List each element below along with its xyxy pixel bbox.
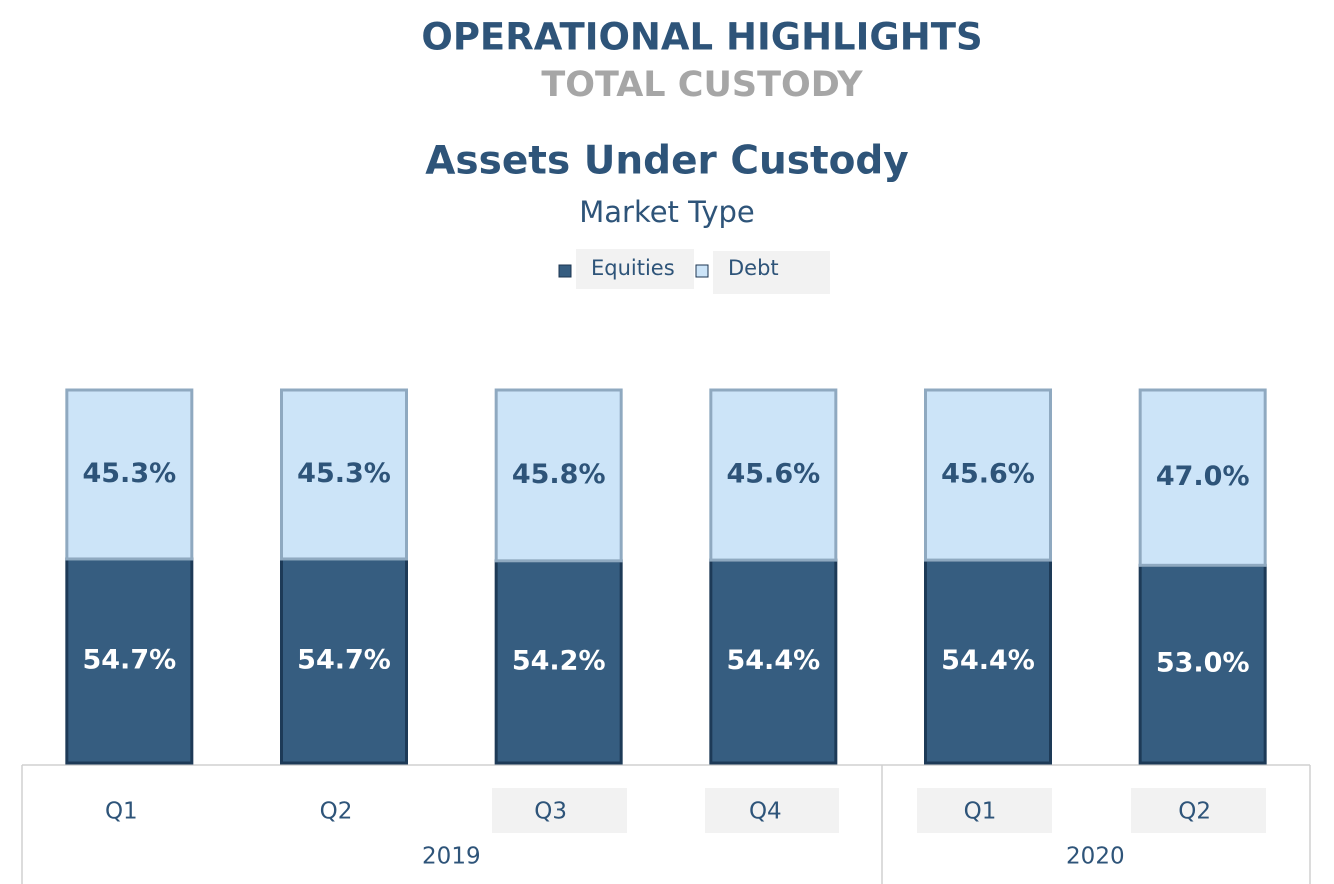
bar-segment (709, 558, 838, 765)
legend-label: Debt (728, 256, 779, 280)
x-tick-label: Q2 (320, 799, 353, 825)
value-label: 54.4% (941, 645, 1035, 676)
x-tick-label: Q4 (749, 799, 782, 825)
x-tick-label: Q3 (534, 799, 567, 825)
tick-box (705, 788, 839, 833)
value-label: 53.0% (1156, 648, 1250, 679)
bar-segment (1138, 563, 1267, 765)
page-subtitle: TOTAL CUSTODY (541, 65, 863, 105)
legend-swatch (695, 264, 709, 278)
value-label: 54.2% (512, 645, 606, 676)
value-label: 47.0% (1156, 461, 1250, 492)
value-label: 45.6% (726, 459, 820, 490)
value-label: 45.3% (82, 458, 176, 489)
value-label: 45.3% (297, 458, 391, 489)
legend-box (713, 251, 830, 294)
bar-segment (65, 388, 194, 561)
bar-segment (709, 388, 838, 562)
bar-segment (924, 388, 1052, 562)
bar-segment (65, 557, 194, 765)
bar-segment (494, 559, 623, 765)
page-title: OPERATIONAL HIGHLIGHTS (421, 16, 982, 59)
value-label: 54.4% (726, 645, 820, 676)
value-label: 54.7% (297, 644, 391, 675)
chart-subtitle: Market Type (579, 195, 755, 229)
value-label: 45.8% (512, 459, 606, 490)
legend-label: Equities (591, 256, 675, 280)
bar-segment (280, 388, 408, 561)
x-tick-backgrounds (492, 788, 1266, 833)
axis-frame (21, 764, 1311, 884)
value-label: 45.6% (941, 459, 1035, 490)
tick-box (917, 788, 1052, 833)
value-label: 54.7% (82, 644, 176, 675)
bar-segment (280, 557, 408, 765)
x-tick-label: Q2 (1178, 799, 1211, 825)
tick-box (1131, 788, 1266, 833)
legend (576, 249, 830, 294)
bar-segment (494, 388, 623, 563)
legend-box (576, 249, 694, 289)
x-tick-label: Q1 (964, 799, 997, 825)
group-label: 2020 (1066, 844, 1125, 870)
chart-title: Assets Under Custody (425, 139, 908, 184)
group-label: 2019 (422, 844, 481, 870)
legend-swatch (558, 264, 572, 278)
tick-box (492, 788, 627, 833)
bar-segment (1138, 388, 1267, 567)
x-tick-label: Q1 (105, 799, 138, 825)
bar-segment (924, 558, 1052, 765)
